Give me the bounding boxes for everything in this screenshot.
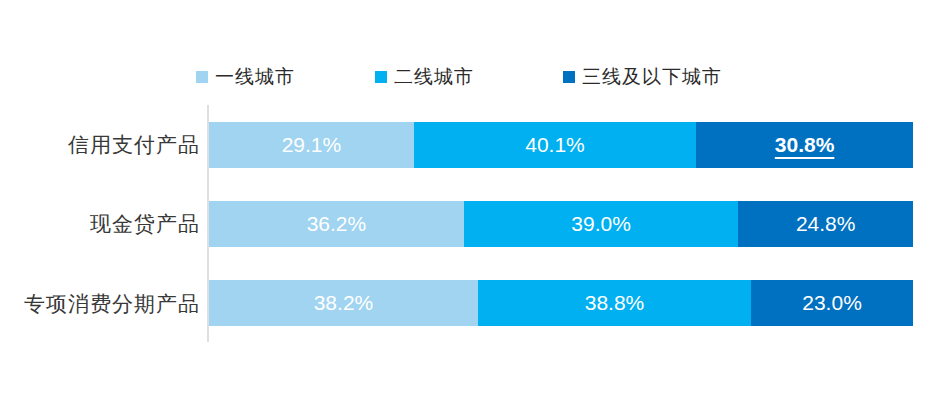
legend-swatch-tier1 (196, 71, 208, 83)
bar-row-installment: 38.2% 38.8% 23.0% (209, 280, 913, 326)
bar-value-label: 24.8% (796, 212, 856, 236)
bar-segment-tier3: 23.0% (751, 280, 913, 326)
bar-segment-tier2: 38.8% (478, 280, 751, 326)
legend-label-tier1: 一线城市 (215, 64, 295, 90)
category-label-cash-loan: 现金贷产品 (0, 212, 200, 236)
bar-row-credit-payment: 29.1% 40.1% 30.8% (209, 122, 913, 168)
legend-item-tier1: 一线城市 (196, 64, 295, 90)
legend-item-tier3: 三线及以下城市 (563, 64, 722, 90)
bar-segment-tier3: 30.8% (696, 122, 913, 168)
bar-value-label: 23.0% (802, 291, 862, 315)
bar-value-label: 38.8% (585, 291, 645, 315)
bar-segment-tier1: 29.1% (209, 122, 414, 168)
legend-label-tier3: 三线及以下城市 (582, 64, 722, 90)
bar-value-label-highlighted: 30.8% (775, 133, 835, 157)
legend-item-tier2: 二线城市 (375, 64, 474, 90)
bar-value-label: 36.2% (307, 212, 367, 236)
bar-value-label: 39.0% (571, 212, 631, 236)
bar-value-label: 38.2% (314, 291, 374, 315)
bar-row-cash-loan: 36.2% 39.0% 24.8% (209, 201, 913, 247)
legend-swatch-tier2 (375, 71, 387, 83)
legend-label-tier2: 二线城市 (394, 64, 474, 90)
bar-segment-tier2: 40.1% (414, 122, 696, 168)
bar-segment-tier2: 39.0% (464, 201, 739, 247)
category-label-installment: 专项消费分期产品 (0, 292, 200, 316)
bar-value-label: 40.1% (525, 133, 585, 157)
bar-value-label: 29.1% (282, 133, 342, 157)
category-label-credit-payment: 信用支付产品 (0, 133, 200, 157)
bar-segment-tier3: 24.8% (738, 201, 913, 247)
stacked-bar-chart: 一线城市 二线城市 三线及以下城市 信用支付产品 现金贷产品 专项消费分期产品 … (0, 0, 937, 406)
bar-segment-tier1: 36.2% (209, 201, 464, 247)
legend-swatch-tier3 (563, 71, 575, 83)
bar-segment-tier1: 38.2% (209, 280, 478, 326)
